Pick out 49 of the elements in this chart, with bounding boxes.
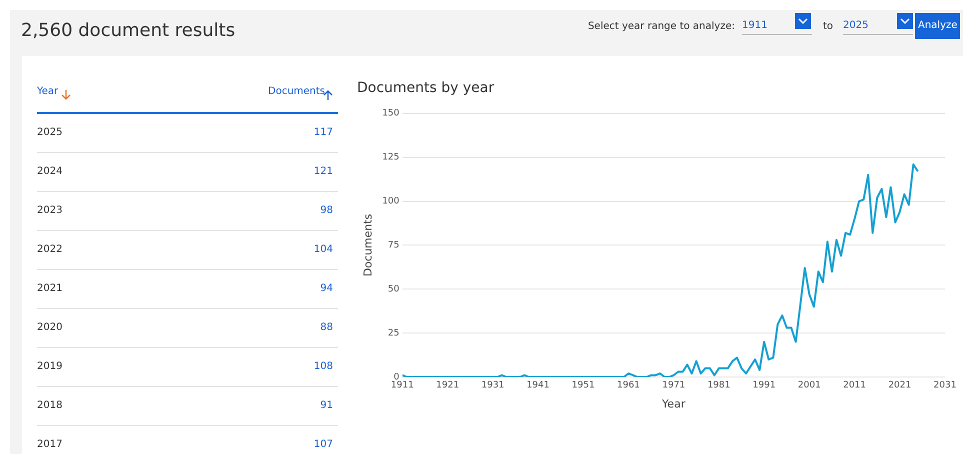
- y-tick-label: 150: [382, 108, 400, 119]
- x-tick-label: 1921: [436, 380, 460, 391]
- text: 2025: [37, 127, 62, 138]
- text: 2022: [37, 244, 62, 255]
- y-tick-label: 0: [394, 372, 400, 382]
- text: 88: [320, 322, 333, 333]
- text: 2,560 document results: [21, 20, 236, 41]
- text: 2020: [37, 322, 62, 333]
- y-tick-label: 100: [382, 196, 400, 207]
- x-tick-label: 1991: [752, 380, 776, 391]
- text: 91: [320, 400, 333, 411]
- text: 117: [314, 127, 333, 138]
- text: 121: [314, 166, 333, 177]
- text: 108: [314, 361, 333, 372]
- x-tick-label: 1971: [662, 380, 686, 391]
- text: 1911: [742, 20, 812, 35]
- y-axis-title: Documents: [361, 214, 374, 277]
- text: 2025: [843, 20, 913, 35]
- text: 98: [320, 205, 333, 216]
- text: 107: [314, 439, 333, 450]
- chart-title: Documents by year: [357, 80, 494, 96]
- y-tick-label: 50: [388, 284, 400, 294]
- text: Documents: [268, 86, 326, 97]
- text: 94: [320, 283, 333, 294]
- y-tick-label: 125: [382, 152, 400, 163]
- text: 2023: [37, 205, 62, 216]
- text: 2024: [37, 166, 62, 177]
- text: to: [823, 21, 834, 32]
- text: 2017: [37, 439, 62, 450]
- x-axis-title: Year: [661, 397, 686, 410]
- x-tick-label: 2031: [934, 380, 956, 391]
- x-tick-label: 1941: [526, 380, 550, 391]
- text: 2019: [37, 361, 62, 372]
- x-tick-label: 1961: [617, 380, 640, 391]
- x-tick-label: 1981: [707, 380, 730, 391]
- text: 2021: [37, 283, 62, 294]
- x-tick-label: 1951: [572, 380, 595, 391]
- x-tick-label: 2021: [888, 380, 912, 391]
- text: Year: [37, 86, 58, 97]
- x-tick-label: 1911: [390, 380, 414, 391]
- x-tick-label: 2001: [798, 380, 821, 391]
- x-tick-label: 1931: [481, 380, 504, 391]
- text: Select year range to analyze:: [588, 21, 735, 32]
- y-tick-label: 25: [388, 328, 400, 338]
- text: Analyze: [915, 13, 960, 39]
- text: 2018: [37, 400, 62, 411]
- x-tick-label: 2011: [843, 380, 866, 391]
- y-tick-label: 75: [388, 240, 400, 251]
- text: 104: [314, 244, 333, 255]
